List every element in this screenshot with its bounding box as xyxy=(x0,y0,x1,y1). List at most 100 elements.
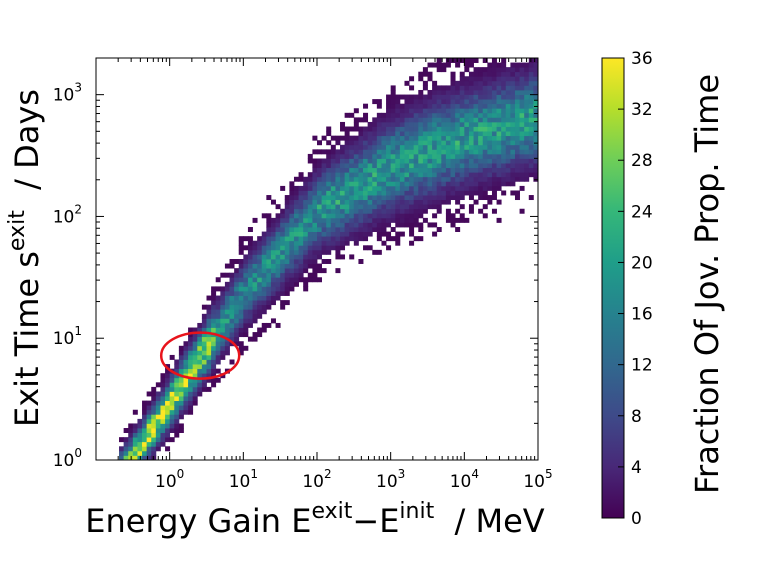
heatmap-cell xyxy=(280,217,286,223)
heatmap-cell xyxy=(432,190,438,196)
heatmap-cell xyxy=(487,185,493,191)
heatmap-cell xyxy=(206,318,212,324)
heatmap-cell xyxy=(390,195,396,201)
heatmap-cell xyxy=(151,428,157,433)
heatmap-cell xyxy=(427,135,433,141)
heatmap-cell xyxy=(215,354,221,360)
heatmap-cell xyxy=(261,300,267,306)
heatmap-cell xyxy=(395,240,401,246)
heatmap-cell xyxy=(229,281,235,287)
heatmap-cell xyxy=(307,249,313,255)
heatmap-cell xyxy=(501,76,507,82)
heatmap-cell xyxy=(247,263,253,269)
heatmap-cell xyxy=(266,249,272,255)
heatmap-cell xyxy=(165,409,171,415)
heatmap-cell xyxy=(132,455,138,460)
heatmap-cell xyxy=(197,327,203,333)
heatmap-cell xyxy=(459,99,465,105)
heatmap-cell xyxy=(450,112,456,118)
heatmap-cell xyxy=(386,163,392,169)
heatmap-cell xyxy=(358,199,364,205)
heatmap-cell xyxy=(445,94,451,100)
heatmap-cell xyxy=(514,163,520,169)
heatmap-cell xyxy=(533,172,538,178)
heatmap-cell xyxy=(123,441,129,447)
heatmap-cell xyxy=(188,327,194,333)
heatmap-cell xyxy=(395,108,401,114)
heatmap-cell xyxy=(312,245,318,251)
heatmap-cell xyxy=(289,272,295,278)
heatmap-cell xyxy=(455,227,461,232)
heatmap-cell xyxy=(330,204,336,210)
heatmap-cell xyxy=(137,432,143,438)
heatmap-cell xyxy=(399,167,405,173)
heatmap-cell xyxy=(307,217,313,223)
heatmap-cell xyxy=(468,126,474,132)
heatmap-cell xyxy=(266,286,272,292)
heatmap-cell xyxy=(201,354,207,360)
heatmap-cell xyxy=(436,85,442,91)
heatmap-cell xyxy=(340,217,346,223)
heatmap-cell xyxy=(188,386,194,392)
heatmap-cell xyxy=(349,222,355,228)
heatmap-cell xyxy=(376,185,382,191)
heatmap-cell xyxy=(307,277,313,283)
heatmap-cell xyxy=(363,222,369,228)
heatmap-cell xyxy=(363,167,369,173)
heatmap-cell xyxy=(455,190,461,196)
heatmap-cell xyxy=(478,108,484,114)
heatmap-cell xyxy=(459,71,465,77)
heatmap-cell xyxy=(381,121,387,127)
heatmap-cell xyxy=(234,295,240,301)
heatmap-cell xyxy=(326,172,332,178)
heatmap-cell xyxy=(349,126,355,132)
heatmap-cell xyxy=(321,190,327,196)
heatmap-cell xyxy=(234,268,240,274)
heatmap-cell xyxy=(275,286,281,292)
heatmap-cell xyxy=(330,190,336,196)
heatmap-cell xyxy=(142,405,148,411)
heatmap-cell xyxy=(238,318,244,324)
heatmap-cell xyxy=(312,195,318,201)
heatmap-cell xyxy=(321,231,327,237)
heatmap-cell xyxy=(247,309,253,315)
heatmap-cell xyxy=(257,240,263,246)
heatmap-cell xyxy=(505,176,511,182)
heatmap-cell xyxy=(533,149,538,155)
heatmap-cell xyxy=(381,199,387,205)
heatmap-cell xyxy=(238,263,244,269)
heatmap-cell xyxy=(464,62,470,68)
heatmap-cell xyxy=(243,268,249,274)
heatmap-cell xyxy=(160,428,166,433)
heatmap-cell xyxy=(224,304,230,310)
heatmap-cell xyxy=(441,117,447,123)
heatmap-cell xyxy=(510,140,516,146)
x-tick-label: 105 xyxy=(523,467,552,492)
heatmap-cell xyxy=(234,259,240,264)
heatmap-cell xyxy=(261,277,267,283)
heatmap-cell xyxy=(473,135,479,141)
heatmap-cell xyxy=(386,167,392,173)
heatmap-cell xyxy=(501,144,507,150)
heatmap-cell xyxy=(289,231,295,237)
heatmap-cell xyxy=(390,190,396,196)
heatmap-cell xyxy=(224,327,230,333)
heatmap-cell xyxy=(270,199,276,205)
heatmap-cell xyxy=(284,272,290,278)
heatmap-cell xyxy=(487,144,493,150)
heatmap-cell xyxy=(418,181,424,187)
heatmap-cell xyxy=(312,277,318,283)
heatmap-cell xyxy=(169,423,175,429)
heatmap-cell xyxy=(409,140,415,146)
heatmap-cell xyxy=(491,181,497,187)
heatmap-cell xyxy=(468,117,474,123)
heatmap-cell xyxy=(528,89,534,95)
heatmap-cell xyxy=(317,245,322,251)
heatmap-cell xyxy=(482,126,488,132)
heatmap-cell xyxy=(459,94,465,100)
heatmap-cell xyxy=(528,121,534,127)
heatmap-cell xyxy=(349,199,355,205)
heatmap-cell xyxy=(381,185,387,191)
heatmap-cell xyxy=(349,227,355,232)
heatmap-cell xyxy=(183,409,189,415)
